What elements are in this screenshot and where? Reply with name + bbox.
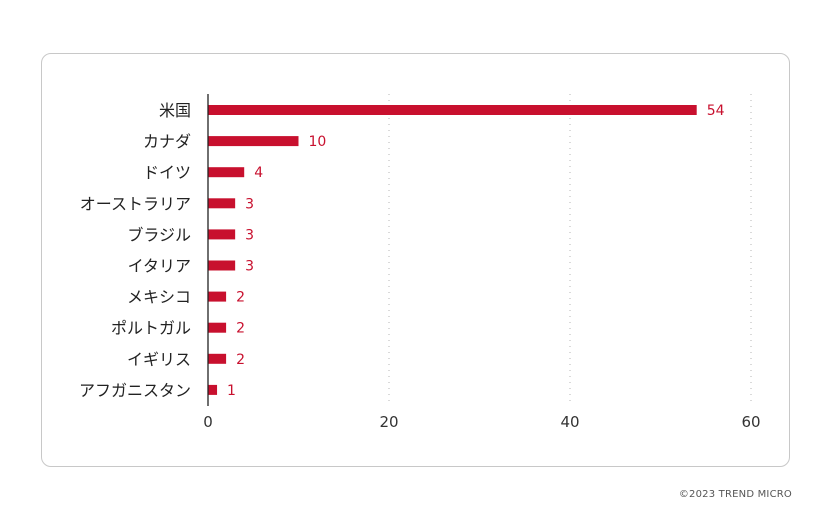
data-label: 4 [254,165,263,181]
category-label: カナダ [143,132,191,151]
x-tick-label-60: 60 [741,413,760,431]
x-tick-label-40: 40 [560,413,579,431]
category-label: オーストラリア [80,194,191,213]
bar [208,167,245,178]
category-label: イタリア [128,257,191,276]
x-tick-label-20: 20 [379,413,398,431]
bar [208,260,236,271]
data-label: 10 [309,134,327,150]
category-label: 米国 [159,101,191,120]
bar [208,105,697,115]
category-label: ドイツ [143,163,191,182]
data-label: 1 [227,383,236,399]
bar [208,322,227,333]
data-label: 54 [707,103,725,119]
bar [208,384,218,395]
data-label: 3 [245,227,254,243]
bar [208,353,227,364]
category-label: イギリス [127,350,191,369]
copyright-text: ©2023 TREND MICRO [678,489,792,500]
bar [208,198,236,209]
chart-card [41,53,790,467]
x-tick-label-0: 0 [203,413,213,431]
category-label: アフガニスタン [79,381,191,400]
category-label: ブラジル [127,225,191,244]
data-label: 2 [236,352,245,368]
data-label: 2 [236,290,245,306]
category-label: ポルトガル [111,319,191,338]
bar [208,291,227,302]
data-label: 3 [245,196,254,212]
bar [208,136,299,147]
category-label: メキシコ [127,288,191,307]
data-label: 2 [236,321,245,337]
data-label: 3 [245,259,254,275]
bar [208,229,236,240]
